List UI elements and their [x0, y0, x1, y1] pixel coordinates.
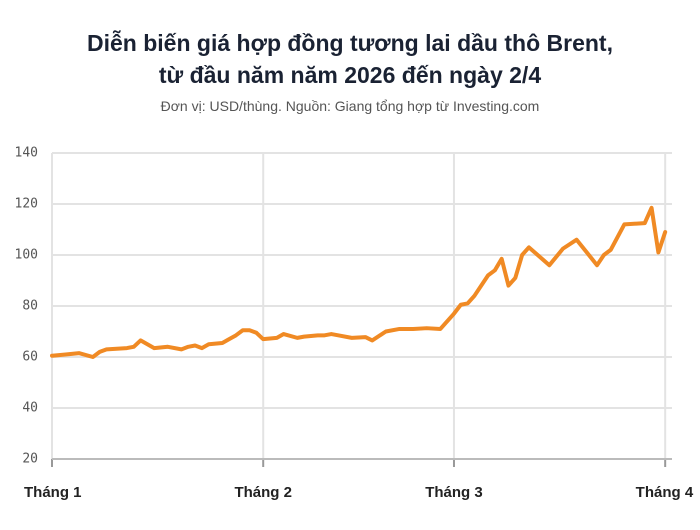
- chart-subtitle: Đơn vị: USD/thùng. Nguồn: Giang tổng hợp…: [160, 98, 540, 114]
- y-tick-label: 60: [22, 350, 38, 365]
- y-tick-label: 120: [15, 197, 38, 212]
- y-tick-label: 140: [15, 146, 38, 161]
- chart-title: từ đầu năm năm 2026 đến ngày 2/4: [158, 62, 542, 88]
- x-tick-label: Tháng 3: [425, 484, 483, 501]
- y-tick-label: 100: [15, 248, 38, 263]
- y-tick-label: 80: [22, 299, 38, 314]
- y-tick-label: 40: [22, 401, 38, 416]
- x-tick-label: Tháng 4: [636, 484, 694, 501]
- line-series: [50, 205, 668, 359]
- y-tick-label: 20: [22, 452, 38, 467]
- x-tick-label: Tháng 2: [234, 484, 292, 501]
- chart-title: Diễn biến giá hợp đồng tương lai dầu thô…: [87, 30, 613, 56]
- x-tick-label: Tháng 1: [24, 484, 82, 501]
